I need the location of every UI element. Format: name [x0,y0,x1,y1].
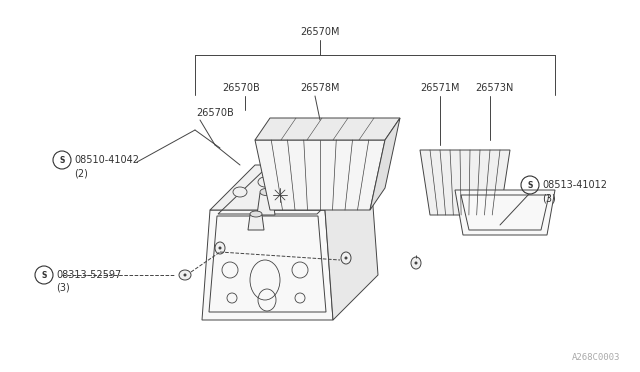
Text: (3): (3) [542,193,556,203]
Ellipse shape [179,270,191,280]
Text: 08510-41042: 08510-41042 [74,155,139,165]
Ellipse shape [250,211,262,217]
Text: 26573N: 26573N [475,83,513,93]
Ellipse shape [411,257,421,269]
Text: 26570B: 26570B [222,83,260,93]
Text: 26570B: 26570B [196,108,234,118]
Text: S: S [42,270,47,279]
Text: 26578M: 26578M [300,83,339,93]
Ellipse shape [184,273,186,276]
Polygon shape [248,215,264,230]
Polygon shape [202,210,333,320]
Polygon shape [255,118,400,140]
Polygon shape [420,150,510,215]
Text: 26570M: 26570M [300,27,340,37]
Text: S: S [527,180,532,189]
Text: A268C0003: A268C0003 [572,353,620,362]
Ellipse shape [215,242,225,254]
Text: 26571M: 26571M [420,83,460,93]
Ellipse shape [283,183,297,193]
Polygon shape [455,190,555,235]
Text: S: S [60,155,65,164]
Polygon shape [210,165,370,210]
Polygon shape [255,140,385,210]
Text: 08513-41012: 08513-41012 [542,180,607,190]
Polygon shape [257,193,275,215]
Text: (3): (3) [56,283,70,293]
Ellipse shape [233,187,247,197]
Polygon shape [325,165,378,320]
Ellipse shape [218,247,221,250]
Bar [306,176,314,184]
Ellipse shape [260,189,272,196]
Ellipse shape [415,262,417,264]
Text: (2): (2) [74,168,88,178]
Ellipse shape [258,177,272,187]
Ellipse shape [344,257,348,260]
Polygon shape [370,118,400,210]
Bar [294,181,302,189]
Ellipse shape [341,252,351,264]
Text: 08313-52597: 08313-52597 [56,270,121,280]
